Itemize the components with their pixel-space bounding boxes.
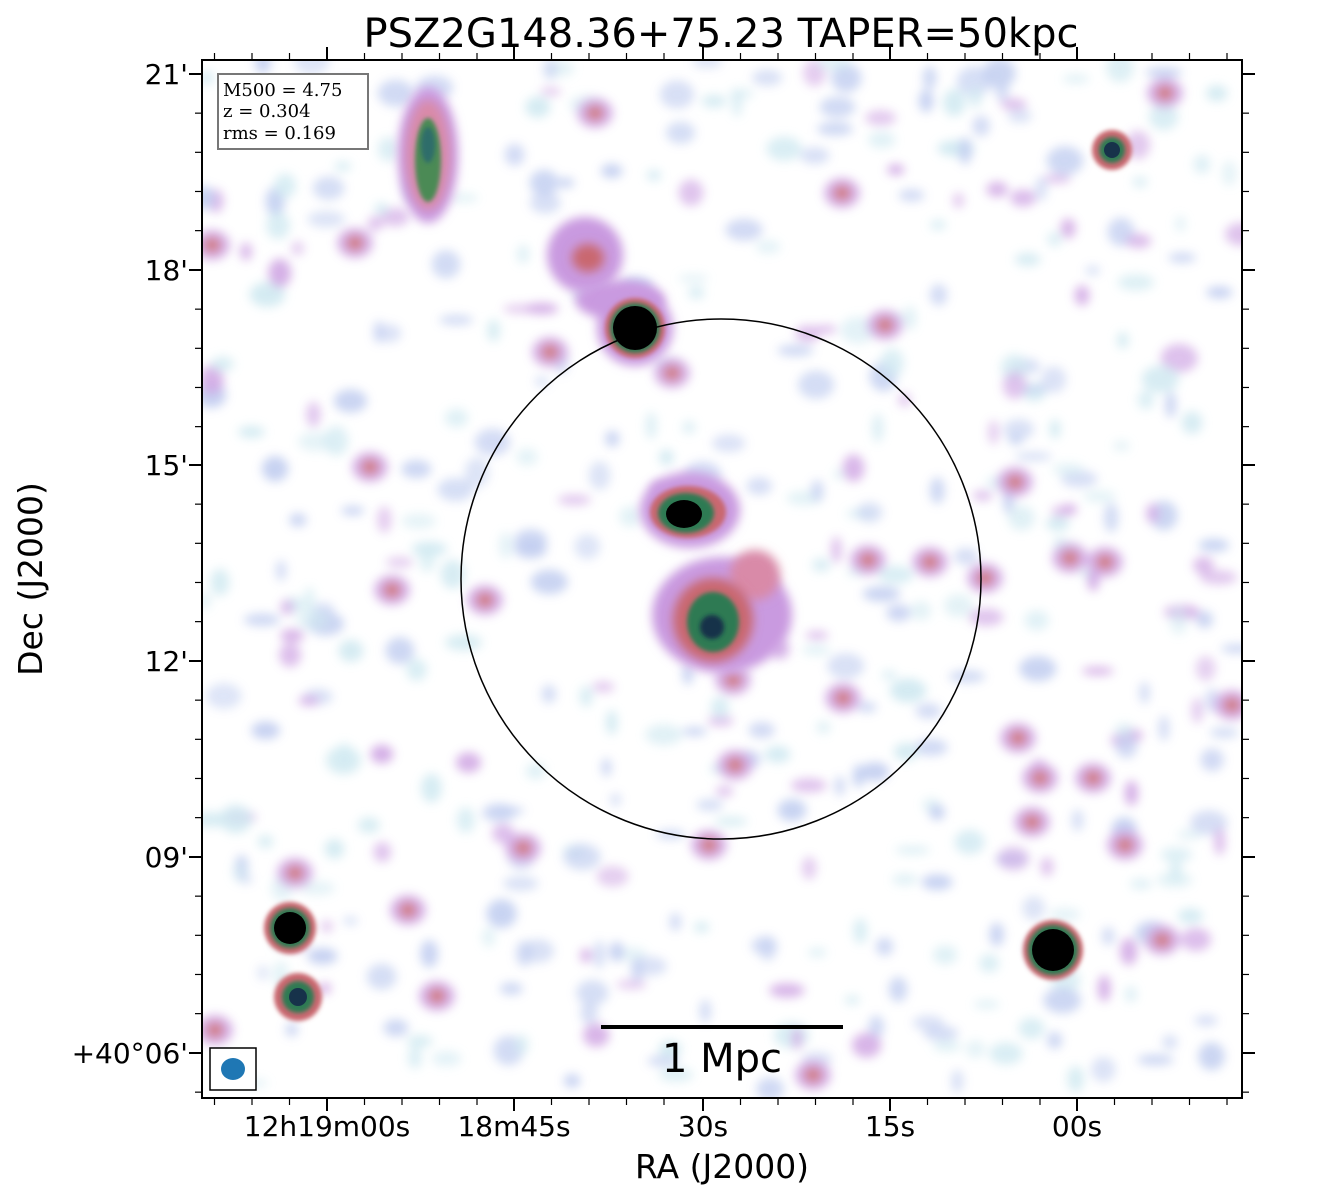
radio-sources — [264, 87, 1132, 1021]
source-central-compact — [640, 472, 740, 548]
info-m500: M500 = 4.75 — [223, 80, 342, 101]
source-bright-southeast-2 — [274, 973, 322, 1021]
source-north-elongated — [398, 87, 458, 223]
x-tick-label: 30s — [678, 1110, 728, 1143]
source-northeast-compact — [1092, 130, 1132, 170]
x-tick-label: 15s — [865, 1110, 915, 1143]
source-central-diffuse — [652, 550, 792, 673]
y-tick-label: 12' — [145, 645, 188, 678]
axis-ticks — [189, 47, 1255, 1111]
figure-title: PSZ2G148.36+75.23 TAPER=50kpc — [364, 11, 1079, 57]
source-bright-southeast-1 — [264, 902, 316, 954]
plot-frame — [201, 59, 1243, 1099]
beam-ellipse — [221, 1058, 245, 1080]
x-tick-label: 00s — [1052, 1110, 1102, 1143]
source-bright-north — [597, 290, 673, 366]
info-box: M500 = 4.75 z = 0.304 rms = 0.169 — [217, 73, 369, 150]
y-axis-label: Dec (J2000) — [11, 482, 50, 676]
y-tick-label: 21' — [145, 58, 188, 91]
x-tick-label: 18m45s — [457, 1110, 570, 1143]
y-tick-label: 18' — [145, 254, 188, 287]
radio-emission-map — [202, 60, 1242, 1098]
y-tick-label: 09' — [145, 841, 188, 874]
x-axis-label: RA (J2000) — [635, 1147, 809, 1186]
r500-circle — [460, 318, 982, 840]
info-redshift: z = 0.304 — [223, 101, 311, 122]
x-tick-labels: 12h19m00s 18m45s 30s 15s 00s — [244, 1110, 1102, 1143]
beam-indicator — [209, 1047, 257, 1091]
y-tick-label: +40°06' — [72, 1037, 188, 1070]
y-tick-label: 15' — [145, 449, 188, 482]
scale-bar-label: 1 Mpc — [662, 1036, 782, 1082]
y-tick-labels: 21' 18' 15' 12' 09' +40°06' — [72, 58, 188, 1070]
x-tick-label: 12h19m00s — [244, 1110, 411, 1143]
info-rms: rms = 0.169 — [223, 123, 336, 144]
source-bright-southwest — [1023, 920, 1083, 980]
